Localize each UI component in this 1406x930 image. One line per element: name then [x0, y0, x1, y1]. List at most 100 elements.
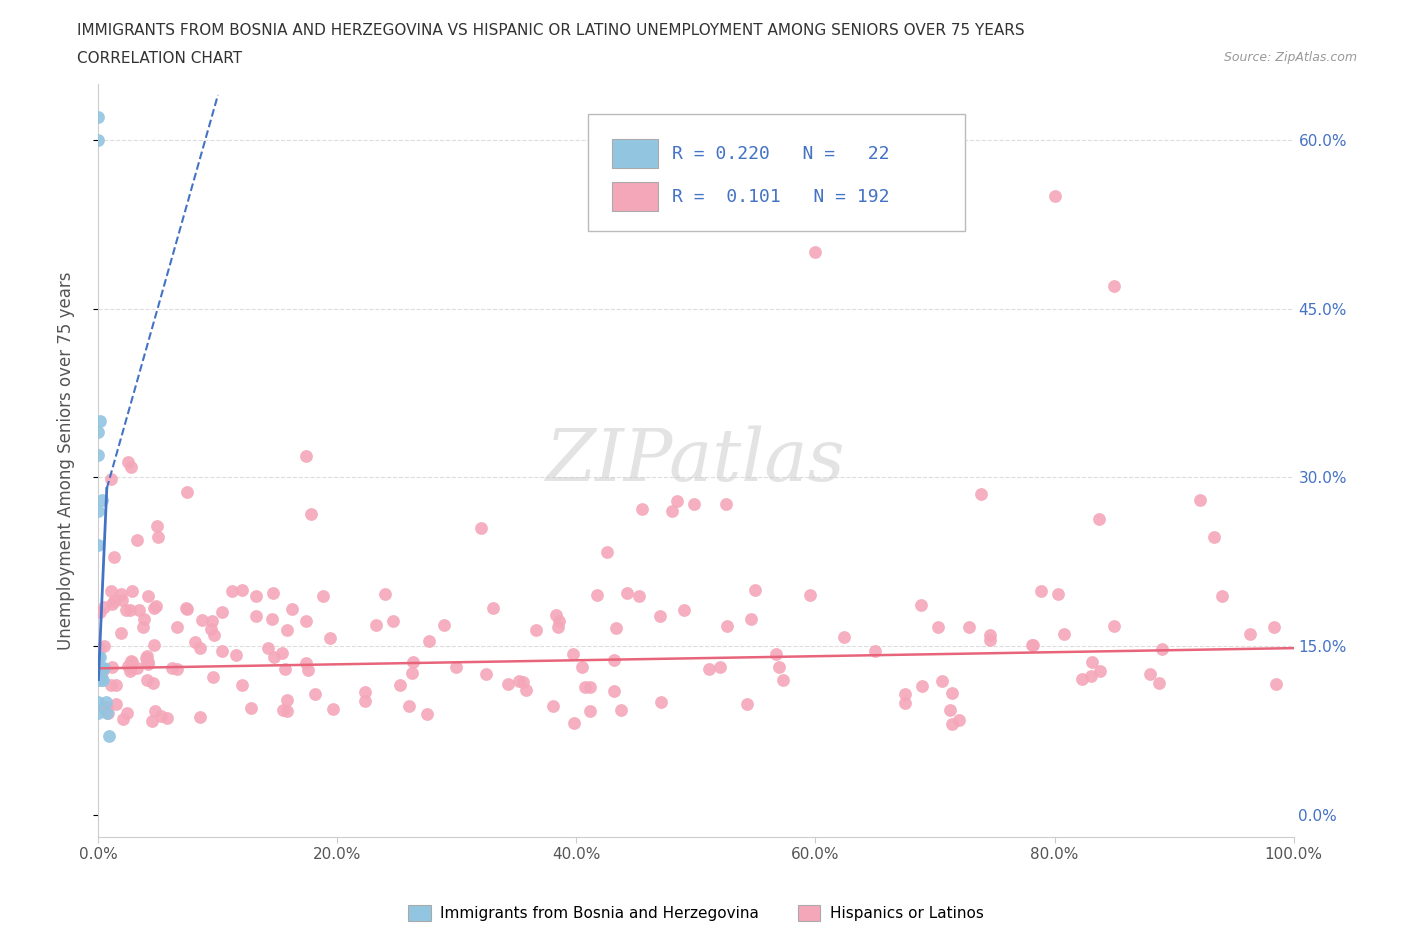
Point: [475, 666, 498, 681]
Point: [578, 680, 600, 695]
Point: [299, 507, 322, 522]
Point: [143, 703, 166, 718]
Point: [93, 661, 115, 676]
Point: [136, 657, 159, 671]
Point: [87, 650, 110, 665]
Point: [90, 669, 112, 684]
Point: [938, 702, 960, 717]
Point: [280, 602, 302, 617]
Point: [515, 683, 537, 698]
Point: [294, 656, 316, 671]
Point: [1046, 586, 1069, 601]
Point: [957, 619, 980, 634]
Point: [118, 664, 141, 679]
Point: [433, 618, 456, 632]
Point: [87, 132, 110, 147]
Point: [697, 661, 720, 676]
Point: [630, 501, 652, 516]
Point: [941, 685, 963, 700]
Point: [87, 110, 110, 125]
Point: [121, 655, 143, 670]
Point: [970, 486, 993, 501]
Point: [100, 678, 122, 693]
Point: [834, 630, 856, 644]
Text: IMMIGRANTS FROM BOSNIA AND HERZEGOVINA VS HISPANIC OR LATINO UNEMPLOYMENT AMONG : IMMIGRANTS FROM BOSNIA AND HERZEGOVINA V…: [77, 23, 1025, 38]
Point: [90, 672, 112, 687]
Point: [191, 612, 214, 627]
Point: [894, 687, 917, 702]
Point: [96, 706, 118, 721]
Point: [564, 715, 586, 730]
Point: [602, 684, 624, 698]
Point: [1239, 626, 1261, 641]
Point: [89, 650, 111, 665]
Point: [91, 661, 114, 676]
Point: [225, 647, 247, 662]
Point: [354, 684, 377, 699]
Point: [121, 584, 143, 599]
Text: R = 0.220   N =   22: R = 0.220 N = 22: [672, 145, 890, 163]
Point: [744, 582, 766, 597]
Point: [304, 686, 326, 701]
Point: [135, 648, 157, 663]
Point: [262, 585, 284, 600]
Point: [200, 622, 222, 637]
Point: [87, 695, 110, 710]
Point: [176, 485, 198, 499]
Point: [381, 613, 404, 628]
Point: [188, 710, 211, 724]
Point: [1139, 666, 1161, 681]
Point: [1081, 655, 1104, 670]
Point: [416, 707, 439, 722]
Point: [276, 623, 298, 638]
Point: [295, 614, 318, 629]
Point: [297, 663, 319, 678]
FancyBboxPatch shape: [613, 140, 658, 168]
Point: [245, 589, 267, 604]
Point: [100, 659, 122, 674]
Point: [120, 660, 142, 675]
Point: [799, 588, 821, 603]
Point: [1149, 675, 1171, 690]
Point: [201, 669, 224, 684]
Point: [1053, 626, 1076, 641]
Point: [87, 661, 110, 676]
Point: [87, 641, 110, 656]
Point: [90, 669, 112, 684]
Point: [87, 672, 110, 687]
Point: [276, 693, 298, 708]
Point: [398, 698, 420, 713]
Point: [735, 697, 758, 711]
Point: [1031, 584, 1053, 599]
Point: [245, 608, 267, 623]
Point: [90, 661, 112, 676]
Point: [97, 706, 120, 721]
Point: [166, 661, 188, 676]
Point: [374, 587, 396, 602]
Point: [586, 588, 609, 603]
Point: [231, 582, 253, 597]
Point: [312, 589, 335, 604]
Point: [740, 612, 762, 627]
Point: [257, 640, 280, 655]
Point: [231, 678, 253, 693]
Point: [135, 650, 157, 665]
Point: [672, 603, 695, 618]
Point: [418, 633, 440, 648]
Point: [262, 611, 284, 626]
Point: [134, 612, 156, 627]
Point: [941, 716, 963, 731]
Point: [546, 607, 568, 622]
Point: [91, 672, 114, 687]
Point: [401, 666, 423, 681]
Point: [125, 533, 148, 548]
Point: [1263, 620, 1285, 635]
Point: [120, 459, 142, 474]
Point: [548, 614, 571, 629]
Point: [547, 620, 569, 635]
Point: [142, 676, 165, 691]
Point: [979, 627, 1001, 642]
Point: [211, 604, 233, 619]
Point: [87, 538, 110, 552]
Point: [136, 655, 159, 670]
